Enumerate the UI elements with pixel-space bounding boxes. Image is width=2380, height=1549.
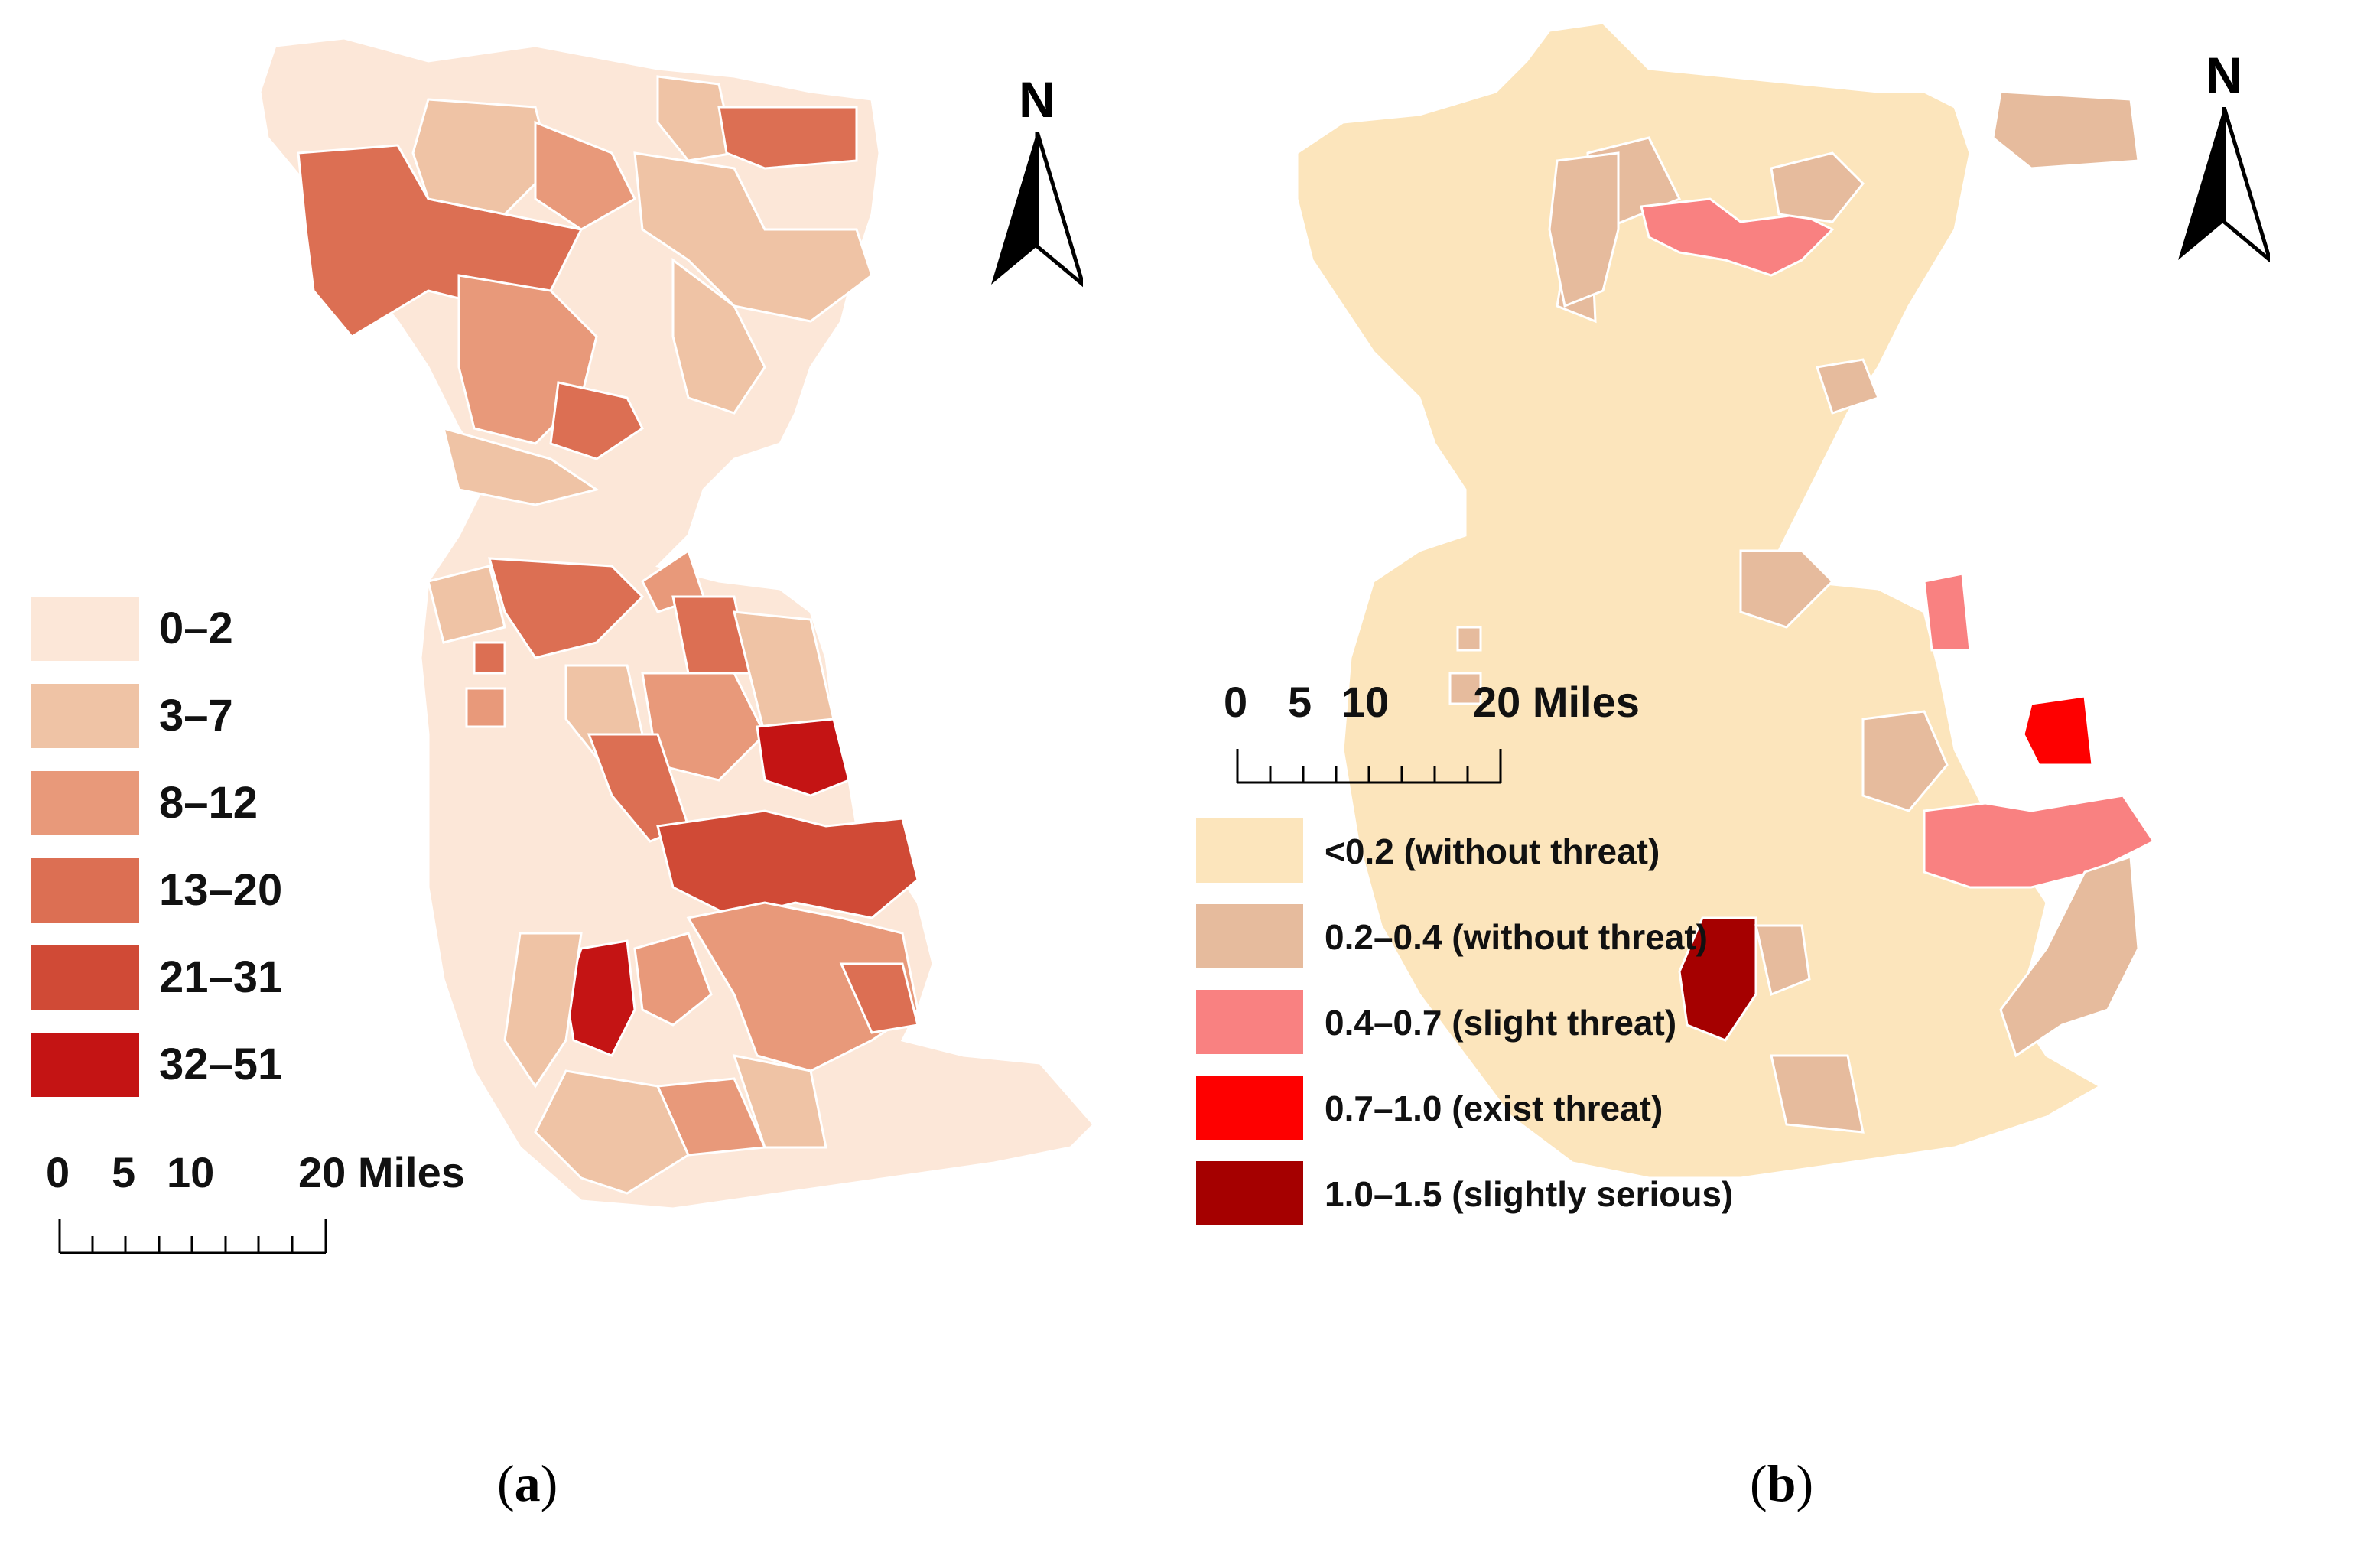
legend-swatch — [1196, 1076, 1303, 1140]
north-arrow-label: N — [2206, 47, 2242, 103]
district — [1991, 90, 2140, 170]
district — [1754, 924, 1811, 997]
north-arrow: N — [2178, 46, 2270, 275]
district — [534, 1069, 690, 1195]
north-arrow: N — [991, 70, 1083, 300]
district — [633, 151, 873, 323]
scale-label: 20 Miles — [298, 1148, 465, 1196]
north-arrow-label: N — [1019, 71, 1055, 128]
district — [441, 426, 600, 506]
district — [1548, 151, 1620, 308]
legend-swatch — [1196, 818, 1303, 883]
north-arrow-icon — [991, 132, 1083, 288]
legend-label: 1.0–1.5 (slightly serious) — [1325, 1174, 1734, 1214]
district — [1923, 794, 2156, 889]
scale-bar: 0 5 10 20 Miles — [1224, 677, 1698, 799]
district — [465, 687, 506, 728]
choropleth-map-a — [258, 37, 1096, 1210]
caption-letter: b — [1767, 1454, 1796, 1512]
choropleth-map-b — [1296, 21, 2156, 1180]
district — [549, 381, 644, 460]
legend-label: <0.2 (without threat) — [1325, 831, 1660, 871]
legend-swatch — [31, 771, 139, 835]
district — [534, 120, 636, 231]
district — [1816, 358, 1880, 415]
district — [427, 565, 506, 644]
district — [732, 1054, 827, 1149]
district — [717, 106, 858, 170]
district — [671, 258, 766, 415]
legend-swatch — [31, 858, 139, 923]
legend-a: 0–2 3–7 8–12 13–20 21–31 32–51 — [31, 597, 428, 1102]
district — [503, 932, 583, 1089]
legend-swatch — [1196, 904, 1303, 968]
scale-label: 5 — [112, 1148, 136, 1196]
scale-label: 20 Miles — [1473, 678, 1640, 726]
legend-label: 8–12 — [159, 778, 258, 828]
legend-swatch — [1196, 990, 1303, 1054]
legend-label: 21–31 — [159, 952, 283, 1002]
scale-label: 0 — [46, 1148, 70, 1196]
region-outline — [1296, 21, 2103, 1180]
district — [1640, 197, 1835, 277]
scale-bar: 0 5 10 20 Miles — [46, 1147, 505, 1270]
district — [1678, 916, 1757, 1042]
legend-label: 0.7–1.0 (exist threat) — [1325, 1089, 1663, 1128]
legend-swatch — [31, 1033, 139, 1097]
scale-label: 10 — [167, 1148, 215, 1196]
district — [1456, 626, 1482, 652]
legend-label: 0.4–0.7 (slight threat) — [1325, 1003, 1677, 1043]
district — [756, 718, 850, 797]
caption-open: ( — [1750, 1454, 1767, 1512]
caption-open: ( — [497, 1454, 515, 1512]
legend-b: <0.2 (without threat) 0.2–0.4 (without t… — [1196, 818, 1793, 1247]
district — [473, 641, 506, 675]
caption-close: ) — [540, 1454, 558, 1512]
district — [1448, 672, 1482, 705]
district — [411, 98, 552, 216]
district — [656, 809, 919, 919]
panel-b: N 0 5 10 20 Miles — [1190, 0, 2380, 1549]
caption-close: ) — [1796, 1454, 1814, 1512]
district — [1770, 151, 1865, 223]
legend-swatch — [1196, 1161, 1303, 1225]
district — [839, 962, 919, 1034]
district — [1770, 1054, 1865, 1134]
legend-label: 13–20 — [159, 865, 283, 915]
legend-label: 3–7 — [159, 691, 233, 740]
north-arrow-icon — [2178, 107, 2270, 263]
legend-label: 0–2 — [159, 604, 233, 653]
legend-swatch — [31, 945, 139, 1010]
legend-swatch — [31, 684, 139, 748]
legend-label: 0.2–0.4 (without threat) — [1325, 917, 1708, 957]
district — [487, 557, 645, 659]
panel-caption: (b) — [1750, 1453, 1813, 1514]
legend-swatch — [31, 597, 139, 661]
district — [633, 932, 713, 1027]
caption-letter: a — [514, 1454, 541, 1512]
scale-label: 0 — [1224, 678, 1248, 726]
panel-caption: (a) — [497, 1453, 558, 1514]
district — [1923, 572, 1972, 652]
scale-ticks — [1236, 749, 1502, 784]
legend-label: 32–51 — [159, 1040, 283, 1089]
district — [1999, 854, 2140, 1058]
scale-label: 5 — [1288, 678, 1312, 726]
scale-ticks — [58, 1219, 327, 1254]
panel-a: N 0–2 3–7 8–12 13–20 21–31 32–51 — [31, 37, 1096, 1514]
district — [656, 75, 736, 162]
district — [2022, 695, 2094, 766]
district — [1861, 710, 1949, 812]
scale-label: 10 — [1341, 678, 1390, 726]
district — [1739, 549, 1835, 629]
